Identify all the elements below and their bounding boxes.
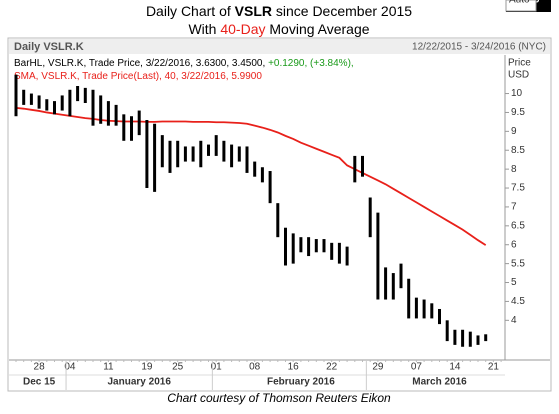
month-label: March 2016 (412, 377, 467, 388)
chart-title: Daily Chart of VSLR since December 2015 (146, 3, 412, 19)
legend-part: +0.1290, (+3.84%), (268, 58, 354, 69)
x-tick-label: 07 (411, 362, 423, 373)
legend-entry: SMA, VSLR.K, Trade Price(Last), 40, 3/22… (14, 71, 262, 82)
x-tick-label: 25 (172, 362, 184, 373)
y-axis-label: USD (508, 70, 529, 81)
footer: Chart courtesy of Thomson Reuters Eikon (167, 391, 391, 405)
y-tick-label: 5 (511, 277, 517, 288)
title-part: since December 2015 (272, 3, 412, 19)
title-part: 40-Day (220, 21, 265, 37)
y-tick-label: 6.5 (511, 220, 525, 231)
legend-part: SMA, VSLR.K, Trade Price(Last), 40, 3/22… (14, 71, 262, 82)
x-tick-label: 21 (488, 362, 500, 373)
month-label: Dec 15 (23, 377, 56, 388)
y-tick-label: 5.5 (511, 258, 525, 269)
x-tick-label: 01 (211, 362, 223, 373)
y-tick-label: 7 (511, 202, 517, 213)
month-label: January 2016 (108, 377, 172, 388)
y-tick-label: 8 (511, 164, 517, 175)
panel-title: Daily VSLR.K (14, 41, 84, 53)
y-axis-label: Price (508, 58, 531, 69)
x-tick-label: 22 (326, 362, 338, 373)
x-tick-label: 08 (249, 362, 261, 373)
x-tick-label: 14 (449, 362, 461, 373)
legend-part: BarHL, VSLR.K, Trade Price, 3/22/2016, 3… (14, 58, 268, 69)
y-tick-label: 4 (511, 315, 517, 326)
title-part: VSLR (235, 3, 272, 19)
month-label: February 2016 (267, 377, 335, 388)
chart-subtitle: With 40-Day Moving Average (188, 21, 369, 37)
x-tick-label: 04 (64, 362, 76, 373)
x-tick-label: 19 (141, 362, 153, 373)
panel (7, 37, 552, 392)
y-tick-label: 10 (511, 88, 523, 99)
y-tick-label: 4.5 (511, 296, 525, 307)
y-tick-label: 6 (511, 239, 517, 250)
y-tick-label: 8.5 (511, 145, 525, 156)
title-part: Daily Chart of (146, 3, 235, 19)
date-range: 12/22/2015 - 3/24/2016 (NYC) (412, 42, 546, 53)
title-part: With (188, 21, 220, 37)
y-tick-label: 7.5 (511, 183, 525, 194)
x-tick-label: 16 (288, 362, 300, 373)
title-part: Moving Average (266, 21, 370, 37)
legend-entry: BarHL, VSLR.K, Trade Price, 3/22/2016, 3… (14, 58, 354, 69)
x-tick-label: 28 (34, 362, 46, 373)
x-tick-label: 29 (372, 362, 384, 373)
scale-mode-box (505, 0, 537, 12)
y-tick-label: 9 (511, 126, 517, 137)
panel-header (9, 39, 550, 54)
scale-mode: Auto (509, 0, 530, 6)
y-tick-label: 9.5 (511, 107, 525, 118)
x-tick-label: 11 (103, 362, 114, 373)
